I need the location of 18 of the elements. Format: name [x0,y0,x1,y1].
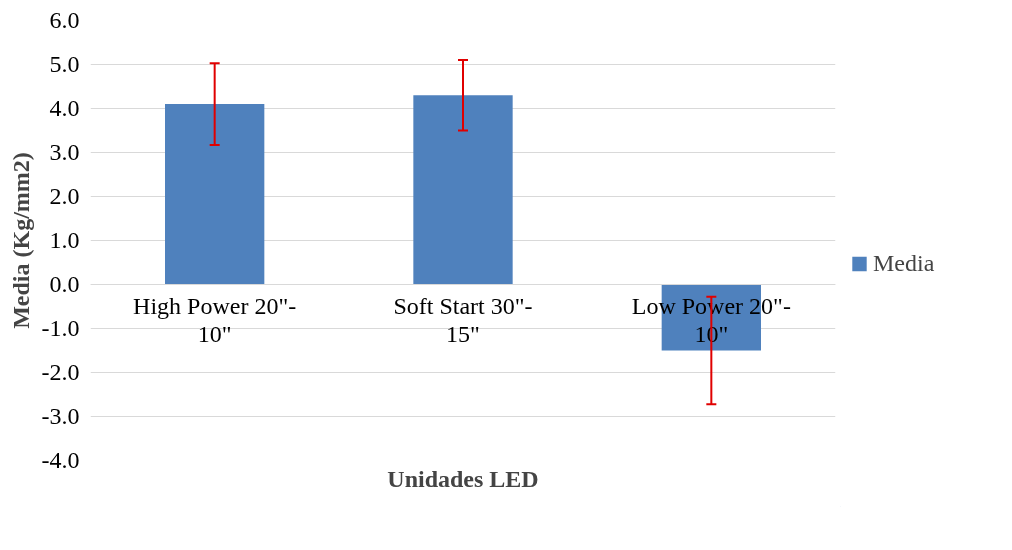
x-tick-label: High Power 20"-10" [133,292,297,348]
y-tick-label: 6.0 [49,7,80,33]
y-tick-label: 5.0 [49,51,80,77]
y-tick-label: -2.0 [41,359,80,385]
y-tick-label: 2.0 [49,183,80,209]
y-tick-label: 1.0 [49,227,80,253]
y-axis-title: Media (Kg/mm2) [7,152,34,329]
y-tick-label: -1.0 [41,315,80,341]
legend-label: Media [873,249,935,277]
bar [413,95,513,285]
y-tick-label: 3.0 [49,139,80,165]
x-tick-label: Soft Start 30"-15" [393,292,533,348]
y-tick-label: -3.0 [41,403,80,429]
y-tick-label: -4.0 [41,447,80,473]
y-tick-label: 4.0 [49,95,80,121]
y-tick-label: 0.0 [49,271,80,297]
bar [165,104,265,285]
x-axis-title: Unidades LED [387,465,539,492]
